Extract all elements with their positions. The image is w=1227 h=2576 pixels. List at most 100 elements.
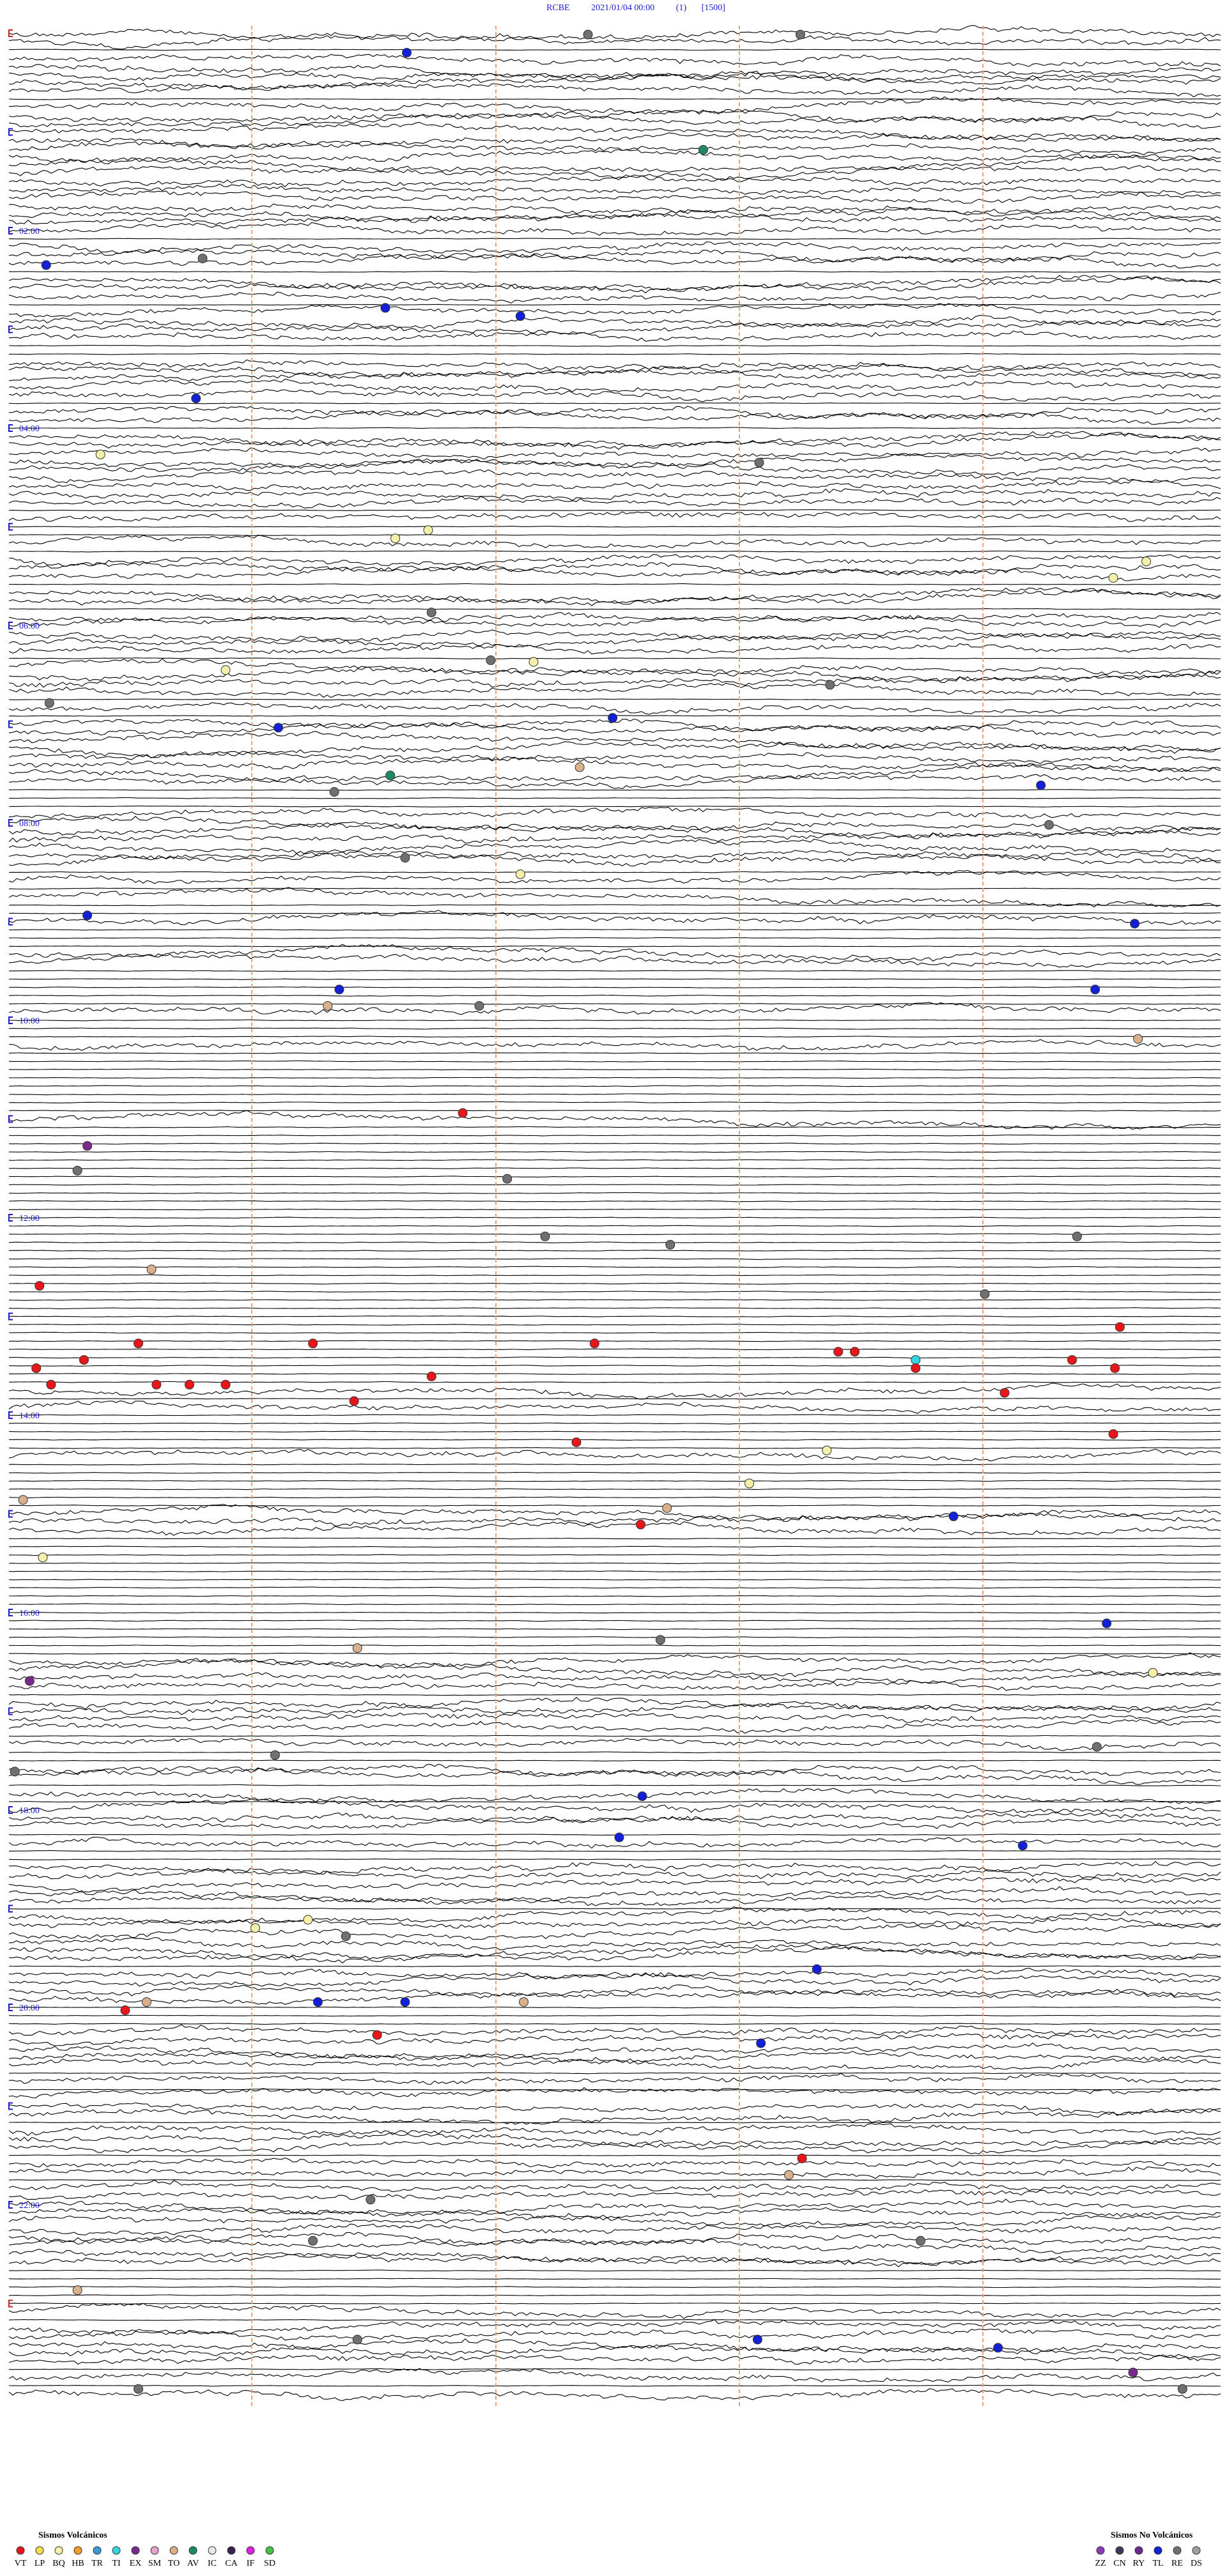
time-grid: 02:00 04:00 06:00 08:00 10:00 12:00 14:00 16:00… bbox=[8, 26, 984, 2409]
trace bbox=[8, 1766, 1221, 1785]
trace bbox=[8, 431, 1221, 447]
trace bbox=[8, 1060, 1221, 1062]
event-marker bbox=[426, 1371, 436, 1381]
station: RCBE bbox=[546, 3, 570, 13]
event-marker bbox=[911, 1363, 921, 1373]
trace bbox=[8, 1510, 1221, 1526]
legend-marker bbox=[246, 2546, 255, 2555]
hour-bracket bbox=[8, 720, 13, 728]
legend-code: EX bbox=[130, 2559, 142, 2568]
trace bbox=[9, 1595, 1221, 1597]
event-marker bbox=[752, 2334, 762, 2345]
trace bbox=[8, 615, 1221, 628]
event-marker bbox=[1108, 1429, 1118, 1439]
trace bbox=[8, 2384, 1221, 2387]
trace bbox=[8, 1068, 1221, 1071]
trace bbox=[9, 797, 1221, 799]
trace bbox=[8, 33, 1221, 50]
event-marker bbox=[1017, 1841, 1028, 1851]
event-marker bbox=[95, 449, 105, 459]
event-marker bbox=[515, 869, 525, 879]
hour-bracket bbox=[8, 1214, 13, 1222]
hour-bracket bbox=[8, 1905, 13, 1913]
trace bbox=[8, 320, 1221, 335]
trace bbox=[8, 2023, 1221, 2025]
trace bbox=[8, 274, 1221, 291]
hour-bracket bbox=[8, 2201, 13, 2209]
legend-code: BQ bbox=[52, 2559, 65, 2568]
trace bbox=[8, 1784, 1221, 1786]
event-marker bbox=[270, 1750, 280, 1760]
hour-bracket bbox=[8, 2299, 13, 2308]
event-marker bbox=[515, 311, 525, 321]
trace bbox=[8, 852, 1221, 867]
hour-bracket bbox=[8, 917, 13, 926]
legend-code: IC bbox=[208, 2559, 217, 2568]
event-marker bbox=[134, 2384, 143, 2394]
event-marker bbox=[341, 1931, 351, 1942]
legend-marker bbox=[16, 2546, 25, 2555]
trace bbox=[8, 1233, 1221, 1236]
trace bbox=[8, 82, 1221, 98]
event-marker bbox=[911, 1355, 921, 1365]
event-marker bbox=[825, 680, 835, 690]
legend-code: CA bbox=[225, 2559, 238, 2568]
hour-label: 14:00 bbox=[19, 1411, 40, 1421]
hour-bracket bbox=[8, 1510, 13, 1518]
trace bbox=[8, 1811, 1221, 1823]
trace bbox=[8, 2214, 1221, 2227]
legend-marker bbox=[208, 2546, 217, 2555]
event-marker bbox=[184, 1379, 194, 1390]
trace bbox=[8, 1696, 1221, 1711]
trace bbox=[8, 928, 1221, 931]
trace bbox=[8, 2368, 1221, 2382]
hour-bracket bbox=[8, 227, 13, 234]
trace bbox=[9, 2154, 1221, 2157]
trace bbox=[8, 2179, 1221, 2181]
trace bbox=[8, 344, 1221, 347]
trace bbox=[8, 789, 1221, 791]
legend-title: Sismos No Volcánicos bbox=[1111, 2531, 1193, 2540]
event-marker bbox=[82, 910, 93, 921]
trace bbox=[8, 1936, 1221, 1951]
legend-marker bbox=[150, 2546, 159, 2555]
trace bbox=[9, 1126, 1221, 1128]
trace bbox=[8, 1974, 1221, 1987]
event-marker bbox=[146, 1264, 157, 1275]
event-marker bbox=[1115, 1322, 1125, 1332]
event-marker bbox=[637, 1791, 647, 1801]
legend-marker bbox=[1115, 2546, 1124, 2555]
trace bbox=[8, 183, 1221, 195]
event-marker bbox=[665, 1239, 675, 1250]
trace bbox=[8, 2014, 1221, 2017]
trace bbox=[8, 1142, 1221, 1145]
trace bbox=[8, 2051, 1221, 2063]
event-marker bbox=[1036, 780, 1046, 790]
trace bbox=[8, 409, 1221, 425]
legend-marker bbox=[93, 2546, 102, 2555]
event-marker bbox=[18, 1495, 28, 1505]
trace bbox=[8, 2368, 1221, 2371]
trace bbox=[8, 1331, 1221, 1334]
trace bbox=[8, 64, 1221, 79]
trace bbox=[8, 488, 1221, 501]
event-marker bbox=[400, 853, 410, 863]
trace bbox=[8, 2303, 1221, 2319]
trace bbox=[8, 238, 1221, 240]
hour-label: 12:00 bbox=[19, 1214, 40, 1223]
trace bbox=[8, 1652, 1221, 1669]
trace bbox=[8, 2248, 1221, 2266]
hour-label: 18:00 bbox=[19, 1806, 40, 1816]
trace bbox=[9, 1208, 1221, 1211]
event-marker bbox=[589, 1338, 599, 1349]
trace bbox=[8, 1586, 1221, 1589]
trace bbox=[9, 353, 1221, 355]
trace bbox=[8, 2108, 1221, 2125]
event-marker bbox=[1141, 556, 1152, 567]
trace bbox=[8, 1537, 1221, 1540]
event-marker bbox=[151, 1379, 162, 1390]
event-marker bbox=[329, 787, 339, 797]
trace bbox=[8, 1496, 1221, 1499]
trace bbox=[8, 1644, 1221, 1646]
legend-code: SD bbox=[264, 2559, 275, 2568]
